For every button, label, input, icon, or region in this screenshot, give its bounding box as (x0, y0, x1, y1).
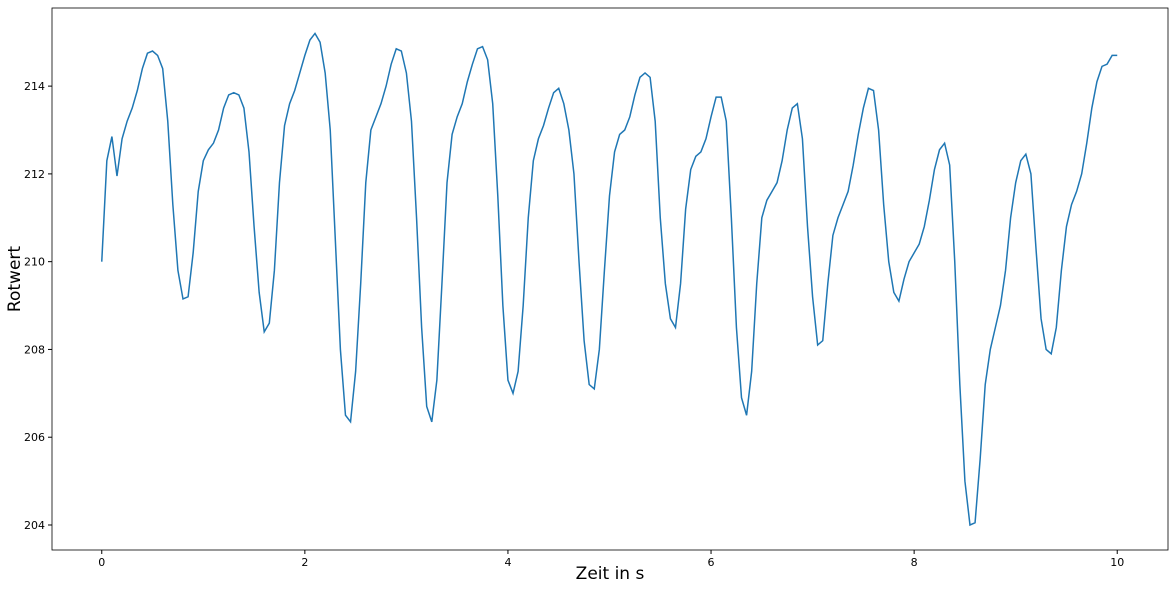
data-line (101, 32, 1118, 527)
x-tick-label: 2 (301, 556, 308, 569)
x-tick-label: 4 (504, 556, 511, 569)
y-tick-label: 206 (24, 431, 45, 444)
y-tick-label: 212 (24, 168, 45, 181)
y-tick-label: 214 (24, 80, 45, 93)
x-tick-label: 6 (708, 556, 715, 569)
x-axis-label: Zeit in s (576, 564, 645, 584)
y-tick-label: 204 (24, 519, 45, 532)
y-tick-label: 208 (24, 343, 45, 356)
plot-frame (51, 7, 1169, 551)
x-tick-label: 10 (1110, 556, 1124, 569)
x-tick-label: 8 (911, 556, 918, 569)
y-axis-label: Rotwert (5, 246, 25, 312)
x-tick-label: 0 (98, 556, 105, 569)
y-tick-label: 210 (24, 256, 45, 269)
